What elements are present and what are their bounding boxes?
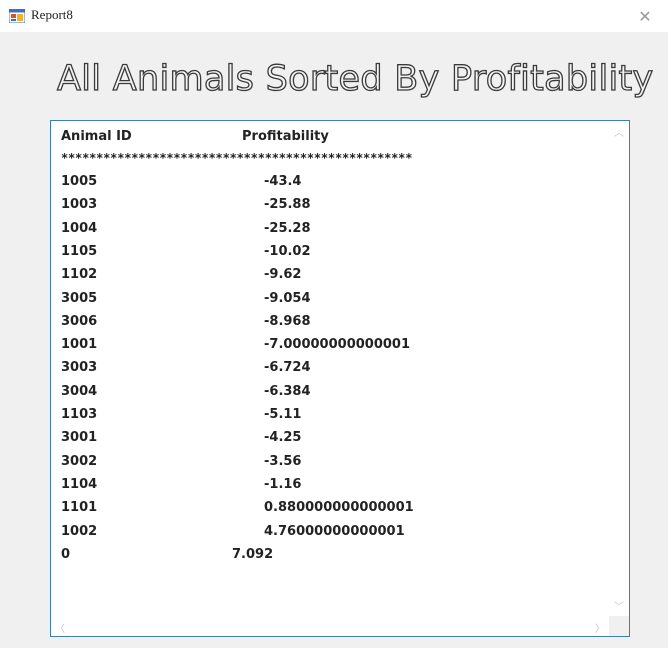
list-item[interactable]: 1104 -1.16 (51, 474, 609, 497)
list-item[interactable]: 3005 -9.054 (51, 288, 609, 311)
window-title: Report8 (31, 7, 73, 22)
list-item[interactable]: 3003 -6.724 (51, 357, 609, 380)
profitability-value: -3.56 (264, 453, 302, 469)
animal-id: 1004 (61, 220, 98, 236)
profitability-value: -4.25 (264, 430, 302, 446)
animal-id: 3006 (61, 313, 98, 329)
list-item[interactable]: 3006 -8.968 (51, 311, 609, 334)
app-icon (9, 9, 25, 23)
profitability-value: -9.054 (264, 290, 311, 306)
profitability-value: -25.88 (264, 197, 311, 213)
profitability-value: 7.092 (232, 546, 274, 562)
animal-id: 1104 (61, 476, 98, 492)
column-header-profitability: Profitability (242, 129, 329, 144)
report-listbox[interactable]: Animal ID Profitability ****************… (50, 120, 630, 637)
separator-line: ****************************************… (61, 151, 413, 165)
horizontal-scrollbar[interactable]: 〈 〉 (51, 616, 609, 636)
scroll-left-icon[interactable]: 〈 (55, 624, 65, 635)
list-item[interactable]: 3004 -6.384 (51, 381, 609, 404)
profitability-value: -6.724 (264, 360, 311, 376)
animal-id: 1101 (61, 500, 98, 516)
list-item[interactable]: 1002 4.76000000000001 (51, 521, 609, 544)
animal-id: 1103 (61, 407, 98, 422)
profitability-value: -1.16 (264, 476, 302, 492)
report-list-content: Animal ID Profitability ****************… (51, 121, 609, 616)
list-item[interactable]: 0 7.092 (51, 544, 609, 567)
profitability-value: -7.00000000000001 (264, 337, 411, 353)
profitability-value: 4.76000000000001 (264, 523, 405, 539)
list-item[interactable]: 1101 0.880000000000001 (51, 497, 609, 520)
animal-id: 3005 (61, 290, 98, 306)
animal-id: 0 (61, 546, 71, 562)
animal-id: 3001 (61, 430, 98, 446)
report-heading: All Animals Sorted By Profitability (56, 58, 654, 99)
title-bar[interactable]: Report8 ✕ (0, 0, 668, 32)
scroll-right-icon[interactable]: 〉 (595, 624, 605, 635)
profitability-value: -8.968 (264, 313, 311, 329)
profitability-value: 0.880000000000001 (264, 500, 414, 516)
list-item[interactable]: 1001 -7.00000000000001 (51, 334, 609, 357)
list-item[interactable]: 3002 -3.56 (51, 451, 609, 474)
animal-id: 3002 (61, 453, 98, 469)
scroll-up-icon[interactable]: ︿ (614, 128, 624, 139)
close-icon: ✕ (638, 6, 652, 26)
profitability-value: -43.4 (264, 174, 302, 189)
column-header-animal-id: Animal ID (61, 129, 132, 144)
profitability-value: -10.02 (264, 243, 311, 259)
scrollbar-corner (609, 616, 629, 636)
close-button[interactable]: ✕ (622, 0, 668, 32)
list-item[interactable]: 1005 -43.4 (51, 171, 609, 194)
list-item[interactable]: 1004 -25.28 (51, 218, 609, 241)
scroll-down-icon[interactable]: ﹀ (614, 602, 624, 613)
vertical-scrollbar[interactable]: ︿ ﹀ (609, 121, 629, 616)
animal-id: 1001 (61, 337, 98, 353)
profitability-value: -5.11 (264, 407, 302, 422)
animal-id: 1003 (61, 197, 98, 213)
list-item[interactable]: 1105 -10.02 (51, 241, 609, 264)
animal-id: 1005 (61, 174, 98, 189)
animal-id: 3004 (61, 383, 98, 399)
list-item[interactable]: 3001 -4.25 (51, 427, 609, 450)
profitability-value: -9.62 (264, 267, 302, 283)
list-item[interactable]: 1102 -9.62 (51, 264, 609, 287)
list-item[interactable]: 1003 -25.88 (51, 194, 609, 217)
animal-id: 3003 (61, 360, 98, 376)
profitability-value: -6.384 (264, 383, 311, 399)
animal-id: 1102 (61, 267, 98, 283)
form-client-area: All Animals Sorted By Profitability Anim… (0, 32, 668, 648)
list-item[interactable]: 1103 -5.11 (51, 404, 609, 427)
animal-id: 1105 (61, 243, 98, 259)
animal-id: 1002 (61, 523, 98, 539)
profitability-value: -25.28 (264, 220, 311, 236)
